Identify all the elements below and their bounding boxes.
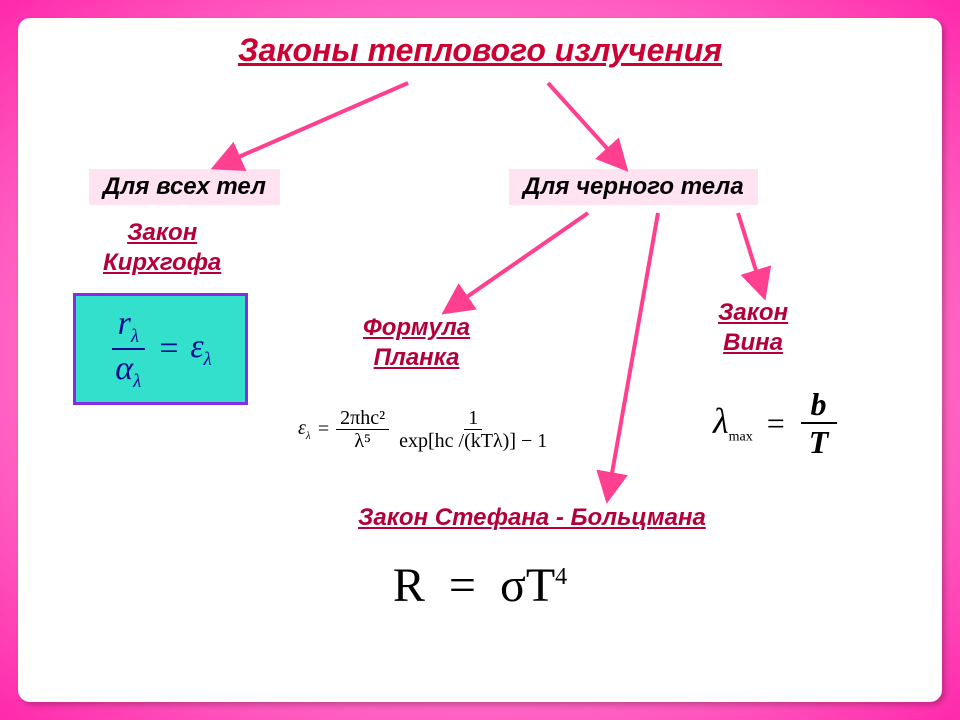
kirchhoff-formula: rλ αλ = ελ: [109, 307, 211, 392]
planck-lhs: ε: [298, 417, 306, 439]
planck-f1-num: 2πhc²: [336, 408, 389, 430]
kirch-rhs: ε: [190, 328, 203, 365]
equals: =: [767, 405, 785, 442]
wien-den: T: [799, 424, 839, 458]
law-planck-label: ФормулаПланка: [363, 313, 470, 373]
planck-lhs-sub: λ: [306, 430, 311, 442]
branch-all-bodies: Для всех тел: [88, 168, 281, 206]
planck-f2-num: 1: [464, 408, 482, 430]
wien-lhs: λ: [713, 401, 729, 441]
slide-outer: Законы теплового излучения Для всех тел …: [0, 0, 960, 720]
wien-lhs-sub: max: [729, 430, 753, 445]
slide-title: Законы теплового излучения: [18, 32, 942, 69]
stefan-exp: 4: [555, 564, 567, 590]
kirch-den-sub: λ: [133, 371, 141, 392]
planck-formula: ελ = 2πhc² λ⁵ 1 exp[hc /(kTλ)] − 1: [298, 408, 551, 451]
law-wien-label: ЗаконВина: [718, 298, 788, 358]
kirch-num-sub: λ: [131, 325, 139, 346]
law-stefan-label: Закон Стефана - Больцмана: [358, 503, 706, 533]
stefan-lhs: R: [393, 559, 425, 612]
slide-card: Законы теплового излучения Для всех тел …: [18, 18, 942, 702]
planck-f2-den: exp[hc /(kTλ)] − 1: [395, 430, 551, 451]
stefan-rhs: σT: [500, 559, 555, 612]
planck-f1-den: λ⁵: [350, 430, 375, 451]
kirchhoff-formula-box: rλ αλ = ελ: [73, 293, 248, 405]
equals: =: [157, 330, 180, 368]
branch-black-body: Для черного тела: [508, 168, 759, 206]
wien-num: b: [801, 388, 837, 424]
equals: =: [317, 418, 331, 441]
law-kirchhoff-label: ЗаконКирхгофа: [103, 218, 221, 278]
stefan-formula: R = σT4: [18, 558, 942, 613]
kirch-rhs-sub: λ: [204, 348, 212, 369]
kirch-num: r: [118, 305, 131, 342]
wien-formula: λmax = b T: [713, 388, 838, 458]
kirch-den: α: [115, 350, 133, 387]
